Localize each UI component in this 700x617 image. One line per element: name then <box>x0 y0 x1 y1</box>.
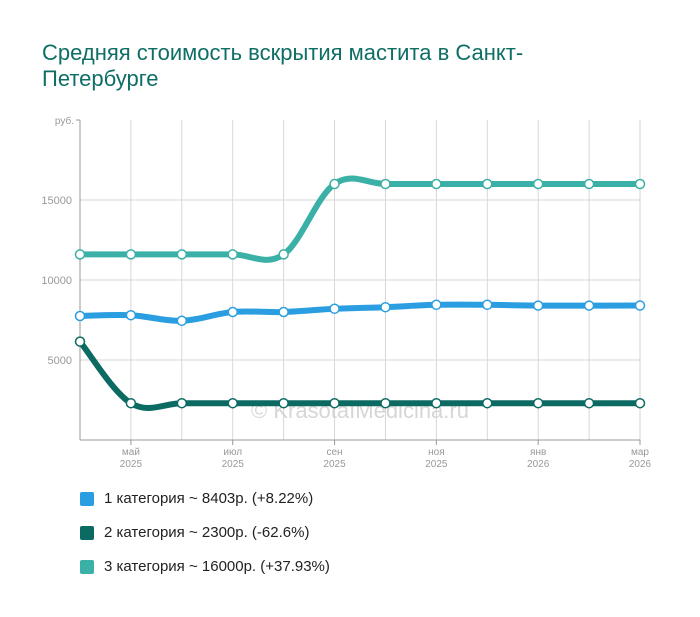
data-point <box>583 397 595 409</box>
legend-label: 1 категория ~ 8403р. (+8.22%) <box>104 490 314 507</box>
y-axis-label: руб. <box>55 115 74 127</box>
data-point <box>176 249 188 260</box>
legend-swatch <box>80 525 94 540</box>
data-point <box>634 397 646 409</box>
data-point <box>532 300 544 311</box>
legend-swatch <box>80 559 94 574</box>
x-tick-month: май <box>122 447 140 458</box>
data-point <box>329 397 340 409</box>
data-point <box>278 397 289 409</box>
data-point <box>74 249 86 260</box>
data-point <box>74 310 86 322</box>
x-tick-month: ноя <box>428 447 445 458</box>
x-tick-year: 2026 <box>527 459 550 470</box>
legend-label: 3 категория ~ 16000р. (+37.93%) <box>104 558 330 575</box>
x-tick-month: янв <box>530 447 546 458</box>
x-tick-year: 2026 <box>629 459 652 470</box>
data-point <box>227 249 238 260</box>
data-point <box>227 306 238 318</box>
data-point <box>482 299 493 311</box>
data-point <box>278 249 289 260</box>
data-point <box>176 397 188 409</box>
x-tick-year: 2025 <box>425 459 448 470</box>
data-point <box>176 315 188 327</box>
x-tick-month: мар <box>631 447 649 458</box>
data-point <box>532 178 544 190</box>
x-tick-year: 2025 <box>120 459 143 470</box>
data-point <box>634 300 646 311</box>
data-point <box>482 178 493 190</box>
data-point <box>278 306 289 318</box>
data-point <box>125 309 137 321</box>
series-line-3 <box>77 175 643 263</box>
data-point <box>329 303 340 315</box>
legend-item-1[interactable]: 1 категория ~ 8403р. (+8.22%) <box>80 490 313 507</box>
x-tick-year: 2025 <box>222 459 245 470</box>
y-tick-label: 15000 <box>41 195 72 207</box>
data-point <box>329 178 340 190</box>
data-point <box>74 336 86 347</box>
data-point <box>380 178 391 190</box>
data-point <box>125 249 137 260</box>
data-point <box>431 299 442 311</box>
data-point <box>634 178 646 190</box>
data-point <box>380 397 391 409</box>
y-tick-label: 5000 <box>48 355 72 367</box>
data-point <box>125 397 137 409</box>
chart-title: Средняя стоимость вскрытия мастита в Сан… <box>42 40 524 91</box>
legend-item-2[interactable]: 2 категория ~ 2300р. (-62.6%) <box>80 524 309 541</box>
data-point <box>431 397 442 409</box>
data-point <box>431 178 442 190</box>
data-point <box>583 300 595 311</box>
y-tick-label: 10000 <box>41 275 72 287</box>
legend-item-3[interactable]: 3 категория ~ 16000р. (+37.93%) <box>80 558 330 575</box>
x-tick-year: 2025 <box>323 459 346 470</box>
legend-label: 2 категория ~ 2300р. (-62.6%) <box>104 524 310 541</box>
data-point <box>532 397 544 409</box>
x-tick-month: июл <box>223 447 242 458</box>
data-point <box>583 178 595 190</box>
x-tick-month: сен <box>326 447 342 458</box>
series-line-1 <box>77 301 643 324</box>
data-point <box>227 397 238 409</box>
data-point <box>380 301 391 313</box>
data-point <box>482 397 493 409</box>
legend-swatch <box>80 491 94 506</box>
